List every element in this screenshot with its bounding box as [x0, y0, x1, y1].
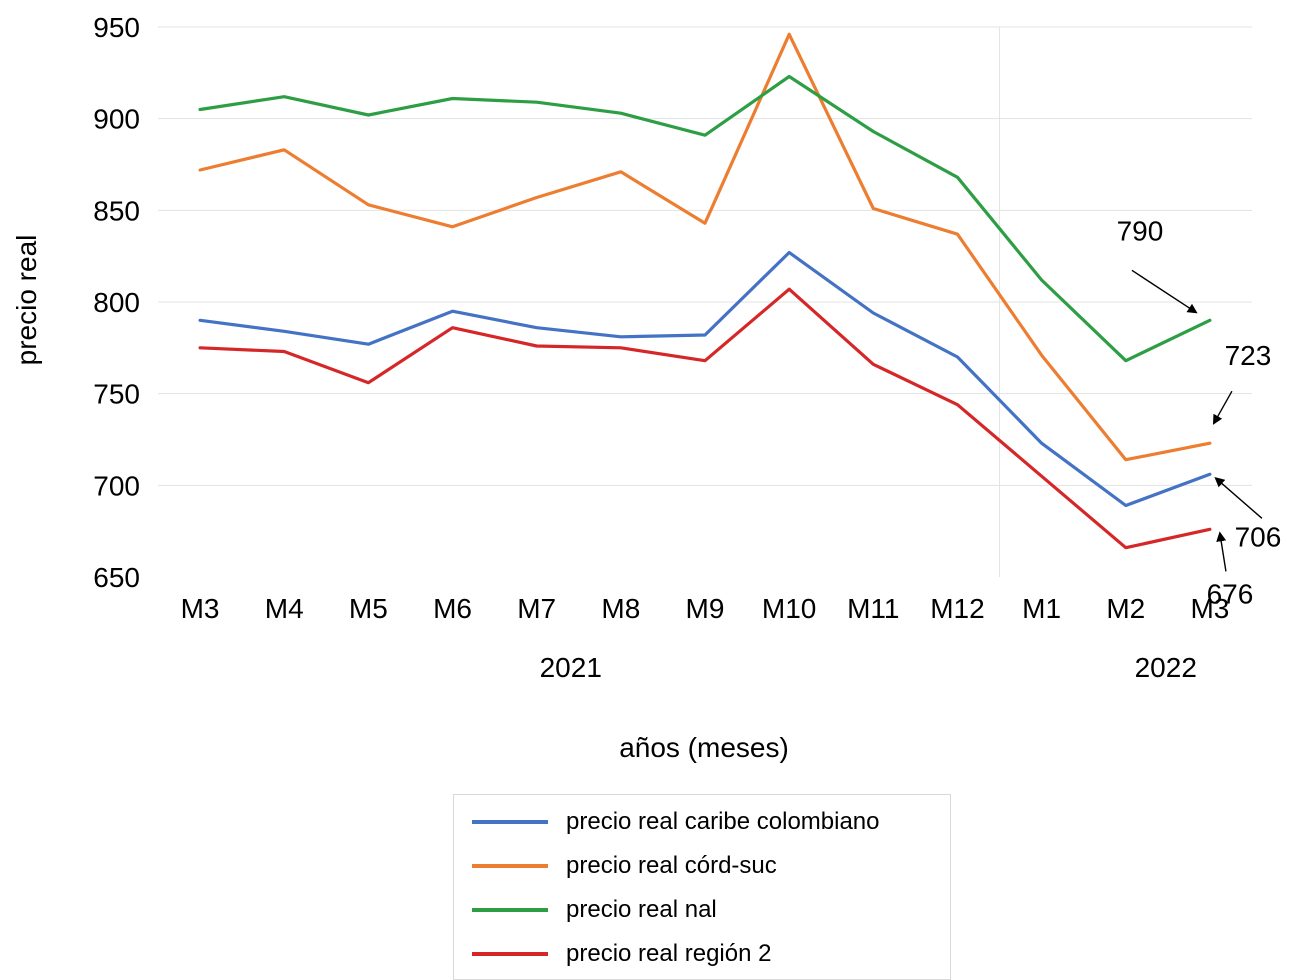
annotation-label-790: 790: [1117, 215, 1164, 246]
legend-item-region-2: precio real región 2: [472, 939, 771, 969]
x-tick-label-10: M1: [1022, 593, 1061, 624]
x-tick-label-11: M2: [1106, 593, 1145, 624]
x-tick-label-12: M3: [1190, 593, 1229, 624]
series-lines: [198, 32, 1212, 550]
x-tick-label-2: M5: [349, 593, 388, 624]
legend-item-nal: precio real nal: [472, 895, 717, 925]
annotation-arrow-723: [1212, 390, 1233, 425]
annotation-label-723: 723: [1225, 340, 1272, 371]
x-axis-title: años (meses): [619, 732, 789, 763]
y-tick-label-700: 700: [93, 470, 140, 501]
year-label-2021: 2021: [540, 652, 602, 683]
y-tick-label-800: 800: [93, 287, 140, 318]
series-line-3: [198, 287, 1212, 550]
annotation-label-676: 676: [1207, 578, 1254, 609]
legend-label-region-2: precio real región 2: [566, 940, 772, 967]
grid-lines: [158, 26, 1252, 577]
series-line-1: [198, 32, 1212, 462]
y-tick-label-750: 750: [93, 379, 140, 410]
legend-label-nal: precio real nal: [566, 896, 717, 923]
x-tick-label-3: M6: [433, 593, 472, 624]
x-tick-label-5: M8: [601, 593, 640, 624]
x-tick-label-9: M12: [930, 593, 984, 624]
series-line-2: [198, 74, 1212, 363]
legend-swatch-caribe: [472, 820, 548, 824]
year-label-2022: 2022: [1135, 652, 1197, 683]
y-tick-label-850: 850: [93, 195, 140, 226]
x-axis-ticks: M3 M4 M5 M6 M7 M8 M9 M10 M11 M12 M1 M2 M3: [181, 593, 1230, 624]
y-tick-label-950: 950: [93, 12, 140, 43]
legend-item-cord-suc: precio real córd-suc: [472, 851, 777, 881]
year-labels: 2021 2022: [540, 652, 1197, 683]
y-axis-title: precio real: [11, 235, 42, 366]
y-tick-label-650: 650: [93, 562, 140, 593]
annotation-arrow-706: [1214, 477, 1263, 519]
legend-label-caribe: precio real caribe colombiano: [566, 808, 880, 835]
x-tick-label-8: M11: [847, 593, 899, 624]
legend-swatch-region-2: [472, 952, 548, 956]
x-tick-label-6: M9: [686, 593, 725, 624]
annotation-arrow-790: [1131, 269, 1198, 314]
legend-swatch-nal: [472, 908, 548, 912]
x-tick-label-0: M3: [181, 593, 220, 624]
x-tick-label-4: M7: [517, 593, 556, 624]
y-axis-ticks: 950 900 850 800 750 700 650: [93, 12, 140, 593]
annotation-label-706: 706: [1235, 521, 1282, 552]
legend-swatch-cord-suc: [472, 864, 548, 868]
legend-label-cord-suc: precio real córd-suc: [566, 852, 777, 879]
legend: precio real caribe colombiano precio rea…: [453, 794, 951, 980]
annotations: 790 723 706 676: [1117, 215, 1282, 609]
x-tick-label-1: M4: [265, 593, 304, 624]
legend-item-caribe: precio real caribe colombiano: [472, 807, 880, 837]
x-tick-label-7: M10: [762, 593, 816, 624]
annotation-arrow-676: [1216, 531, 1227, 572]
y-tick-label-900: 900: [93, 104, 140, 135]
series-line-0: [198, 250, 1212, 508]
